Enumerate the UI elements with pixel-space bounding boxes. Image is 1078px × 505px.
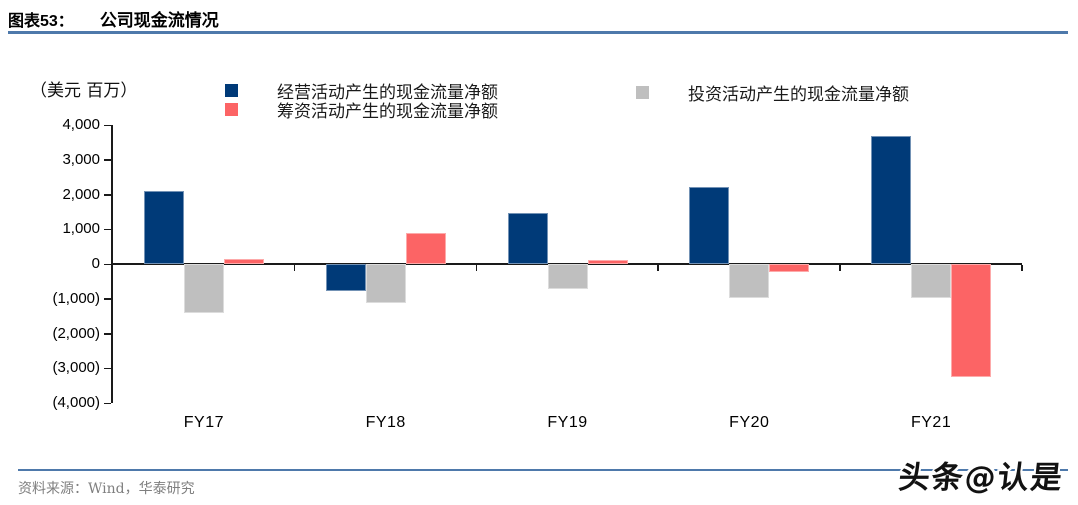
x-axis-category-label: FY17 bbox=[183, 414, 225, 431]
bar-FY20-series1 bbox=[729, 264, 770, 299]
y-axis-unit-label: （美元 百万） bbox=[30, 81, 138, 101]
y-axis-tick-label: 2,000 bbox=[62, 185, 100, 203]
legend-swatch-operating bbox=[225, 83, 238, 97]
title-divider-line bbox=[8, 31, 1068, 34]
y-axis-tick bbox=[104, 402, 111, 404]
y-axis-tick bbox=[104, 159, 111, 161]
bar-FY17-series0 bbox=[143, 191, 184, 264]
y-axis-tick bbox=[104, 228, 111, 231]
y-axis-tick-label: (3,000) bbox=[52, 359, 100, 377]
x-axis-category-label: FY20 bbox=[729, 414, 770, 431]
y-axis-tick-label: (4,000) bbox=[52, 394, 100, 411]
bar-FY18-series0 bbox=[325, 264, 366, 292]
y-axis-tick-label: 3,000 bbox=[62, 150, 100, 168]
watermark-text: 头条@认是 bbox=[896, 460, 1066, 496]
y-axis-tick bbox=[104, 263, 111, 265]
x-axis-tick bbox=[657, 265, 659, 271]
bar-FY21-series2 bbox=[951, 264, 992, 377]
figure-header: 图表53： 公司现金流情况 bbox=[8, 6, 219, 31]
y-axis-tick bbox=[104, 333, 111, 335]
legend-swatch-financing bbox=[225, 102, 238, 116]
y-axis-tick-label: (2,000) bbox=[52, 324, 100, 342]
y-axis-tick-label: 4,000 bbox=[62, 116, 100, 133]
legend-label-operating: 经营活动产生的现金流量净额 bbox=[277, 82, 498, 103]
legend-item-financing: 筹资活动产生的现金流量净额 bbox=[225, 100, 498, 122]
bar-FY17-series1 bbox=[183, 264, 224, 313]
y-axis-tick-label: 0 bbox=[91, 255, 100, 272]
bar-FY19-series1 bbox=[547, 264, 588, 290]
x-axis-tick bbox=[293, 265, 296, 271]
y-axis-tick bbox=[104, 124, 111, 126]
x-axis-category-label: FY21 bbox=[910, 414, 952, 431]
y-axis-tick bbox=[104, 367, 111, 370]
bar-FY19-series0 bbox=[507, 212, 548, 264]
y-axis-tick-label: (1,000) bbox=[52, 289, 100, 307]
legend-swatch-investing bbox=[636, 85, 649, 99]
legend-item-operating: 经营活动产生的现金流量净额 bbox=[225, 81, 498, 103]
x-axis-tick bbox=[475, 265, 478, 271]
y-axis-tick bbox=[104, 298, 111, 300]
bar-FY17-series2 bbox=[223, 259, 264, 264]
x-axis-tick bbox=[839, 265, 841, 271]
bar-FY19-series2 bbox=[587, 259, 628, 264]
bar-FY18-series2 bbox=[405, 233, 446, 264]
bar-FY18-series1 bbox=[365, 264, 406, 303]
x-axis-category-label: FY19 bbox=[547, 414, 588, 431]
figure-title: 公司现金流情况 bbox=[99, 11, 219, 31]
bar-FY21-series1 bbox=[911, 264, 952, 299]
legend-label-investing: 投资活动产生的现金流量净额 bbox=[688, 84, 909, 105]
legend-label-financing: 筹资活动产生的现金流量净额 bbox=[277, 101, 498, 122]
bar-FY20-series2 bbox=[769, 264, 810, 272]
bar-FY21-series0 bbox=[871, 136, 912, 264]
y-axis-tick-label: 1,000 bbox=[62, 220, 100, 238]
bar-FY20-series0 bbox=[689, 186, 730, 264]
x-axis-category-label: FY18 bbox=[365, 414, 406, 431]
x-axis-tick bbox=[1021, 265, 1023, 271]
legend-item-investing: 投资活动产生的现金流量净额 bbox=[636, 83, 909, 105]
footer-divider-line bbox=[18, 469, 1068, 471]
source-note: 资料来源：Wind，华泰研究 bbox=[18, 481, 195, 497]
figure-number-label: 图表53： bbox=[8, 13, 74, 30]
y-axis-tick bbox=[104, 194, 111, 196]
